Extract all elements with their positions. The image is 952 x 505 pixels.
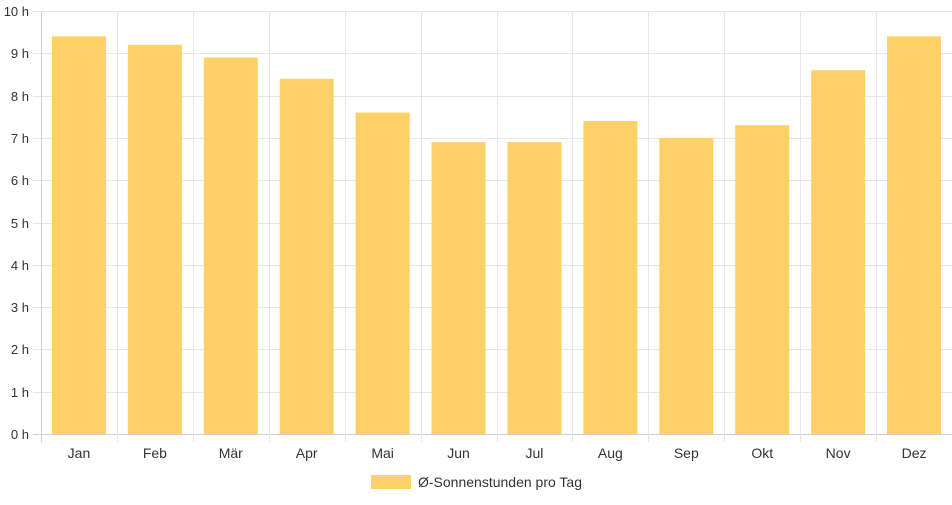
bar-nov[interactable]	[811, 70, 866, 434]
bar-sep[interactable]	[659, 137, 714, 434]
x-axis-ticks: Jan Feb Mär Apr Mai Jun Jul Aug Sep Okt Nov Dez	[68, 445, 927, 461]
y-tick-label: 0 h	[11, 427, 29, 442]
x-tick-label: Feb	[143, 445, 167, 461]
bar-mär[interactable]	[203, 57, 258, 434]
bar-apr[interactable]	[279, 78, 334, 435]
bar-jun[interactable]	[431, 142, 486, 434]
x-tick-label: Sep	[674, 445, 699, 461]
y-tick-label: 9 h	[11, 46, 29, 61]
legend[interactable]: Ø-Sonnenstunden pro Tag	[371, 474, 582, 490]
bar-aug[interactable]	[583, 120, 638, 434]
y-tick-label: 8 h	[11, 89, 29, 104]
x-tick-label: Aug	[598, 445, 623, 461]
x-tick-label: Jun	[447, 445, 470, 461]
x-tick-label: Apr	[296, 445, 318, 461]
bar-feb[interactable]	[127, 44, 182, 435]
bar-jan[interactable]	[51, 36, 106, 434]
grid-lines	[33, 11, 952, 442]
bar-okt[interactable]	[735, 125, 790, 435]
bar-mai[interactable]	[355, 112, 410, 435]
y-tick-label: 6 h	[11, 173, 29, 188]
y-tick-label: 2 h	[11, 342, 29, 357]
y-tick-label: 4 h	[11, 258, 29, 273]
x-tick-label: Jan	[68, 445, 91, 461]
legend-swatch	[371, 475, 411, 489]
y-tick-label: 10 h	[4, 4, 29, 19]
y-tick-label: 7 h	[11, 131, 29, 146]
x-tick-label: Jul	[526, 445, 544, 461]
bar-jul[interactable]	[507, 142, 562, 434]
x-tick-label: Mai	[371, 445, 394, 461]
y-tick-label: 1 h	[11, 385, 29, 400]
x-tick-label: Mär	[219, 445, 243, 461]
y-axis-ticks: 0 h 1 h 2 h 3 h 4 h 5 h 6 h 7 h 8 h 9 h 10 h	[4, 4, 29, 442]
bar-dez[interactable]	[887, 36, 942, 434]
y-tick-label: 3 h	[11, 300, 29, 315]
legend-label: Ø-Sonnenstunden pro Tag	[418, 474, 582, 490]
x-tick-label: Nov	[826, 445, 851, 461]
y-tick-label: 5 h	[11, 216, 29, 231]
x-tick-label: Okt	[751, 445, 773, 461]
bars	[51, 36, 942, 435]
x-tick-label: Dez	[902, 445, 927, 461]
